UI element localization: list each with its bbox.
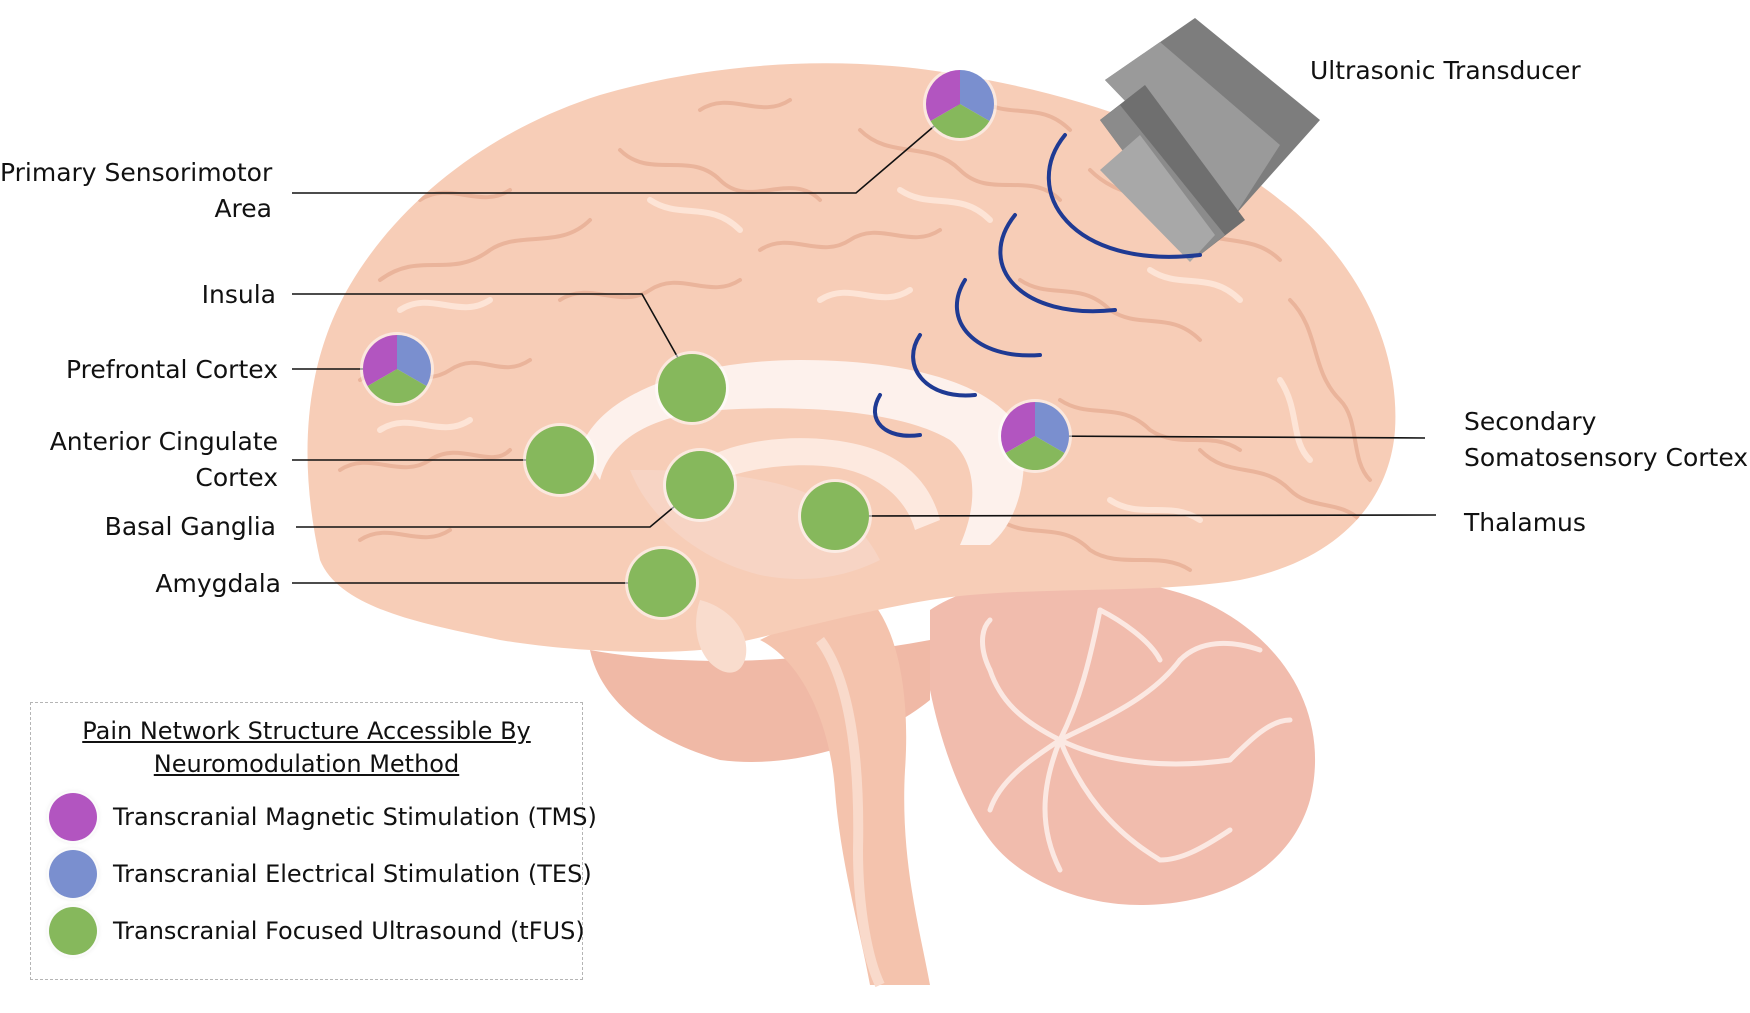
legend-item-tes: Transcranial Electrical Stimulation (TES… — [49, 848, 592, 900]
legend-title: Pain Network Structure Accessible By Neu… — [31, 715, 582, 781]
prefrontal-cortex-marker — [360, 332, 434, 406]
legend-box: Pain Network Structure Accessible By Neu… — [30, 702, 597, 980]
tms-swatch-icon — [49, 793, 97, 841]
insula-marker — [655, 351, 729, 425]
legend-title-line: Pain Network Structure Accessible By — [82, 717, 531, 745]
cerebellum — [930, 576, 1316, 905]
label-line: Area — [214, 194, 272, 223]
legend-item-label: Transcranial Magnetic Stimulation (TMS) — [113, 803, 597, 831]
label-primary-sensorimotor: Primary Sensorimotor Area — [0, 155, 272, 227]
label-basal-ganglia: Basal Ganglia — [104, 512, 276, 541]
secondary-somatosensory-marker — [998, 399, 1072, 473]
label-line: Cortex — [195, 463, 278, 492]
label-line: Secondary — [1464, 407, 1597, 436]
basal-ganglia-marker — [663, 448, 737, 522]
legend-title-line: Neuromodulation Method — [153, 750, 460, 778]
brainstem — [760, 590, 930, 985]
gyri-texture — [338, 98, 1372, 572]
thalamus-marker — [798, 479, 872, 553]
ultrasound-waves — [873, 133, 1202, 438]
amygdala-marker — [625, 546, 699, 620]
label-anterior-cingulate-cortex: Anterior Cingulate Cortex — [0, 424, 278, 496]
legend-item-label: Transcranial Focused Ultrasound (tFUS) — [113, 917, 585, 945]
region-markers — [360, 67, 1072, 620]
ultrasonic-transducer — [1100, 18, 1320, 262]
label-line: Somatosensory Cortex — [1464, 443, 1749, 472]
label-line: Primary Sensorimotor — [0, 158, 273, 187]
label-line: Anterior Cingulate — [49, 427, 278, 456]
legend-item-tms: Transcranial Magnetic Stimulation (TMS) — [49, 791, 597, 843]
label-secondary-somatosensory-cortex: Secondary Somatosensory Cortex — [1464, 404, 1748, 476]
label-insula: Insula — [201, 280, 276, 309]
label-thalamus: Thalamus — [1464, 508, 1586, 537]
primary-sensorimotor-marker — [923, 67, 997, 141]
label-prefrontal-cortex: Prefrontal Cortex — [66, 355, 278, 384]
anterior-cingulate-marker — [523, 423, 597, 497]
legend-item-label: Transcranial Electrical Stimulation (TES… — [113, 860, 592, 888]
label-amygdala: Amygdala — [155, 569, 281, 598]
label-ultrasonic-transducer: Ultrasonic Transducer — [1310, 56, 1581, 85]
tes-swatch-icon — [49, 850, 97, 898]
legend-item-tfus: Transcranial Focused Ultrasound (tFUS) — [49, 905, 585, 957]
tfus-swatch-icon — [49, 907, 97, 955]
